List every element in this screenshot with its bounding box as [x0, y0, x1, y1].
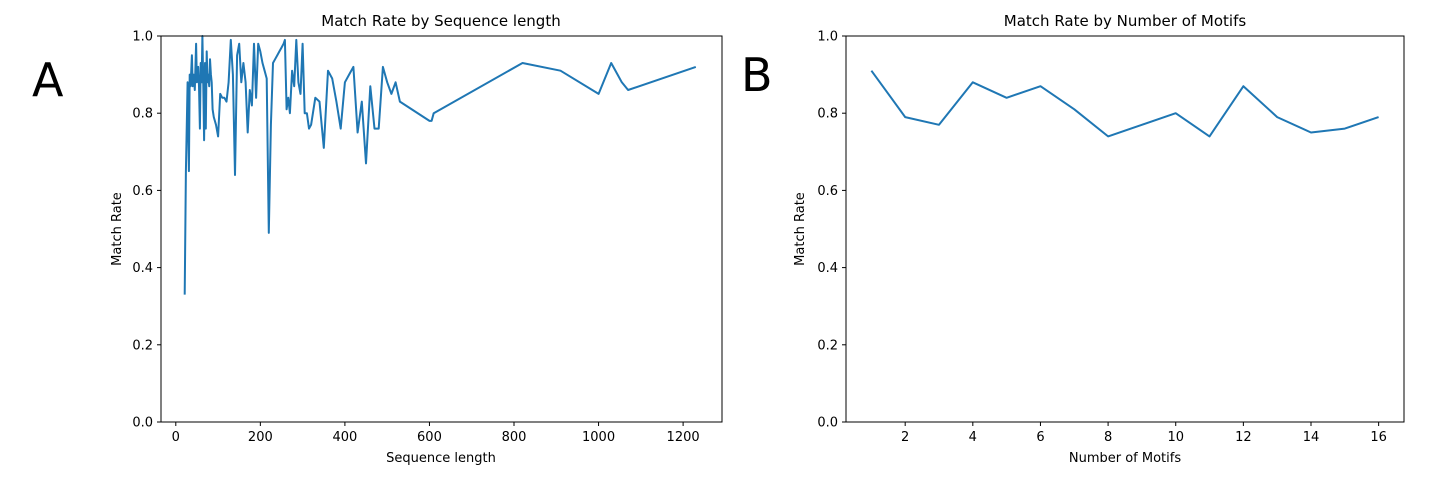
panel-b-xtick-label: 16 — [1370, 430, 1387, 445]
panel-a-letter: A — [32, 53, 64, 107]
panel-b-xtick-label: 12 — [1235, 430, 1252, 445]
panel-b-ytick-label: 0.2 — [817, 338, 838, 353]
panel-b-ticks: 2 4 6 8 10 12 14 16 0.0 0.2 0.4 0.6 0.8 1.0 — [817, 30, 1387, 446]
panel-a-ylabel: Match Rate — [110, 192, 125, 266]
panel-b-series-line — [870, 70, 1379, 138]
panel-a-xlabel: Sequence length — [386, 451, 496, 466]
panel-a-title: Match Rate by Sequence length — [321, 12, 560, 30]
panel-b-xtick-label: 4 — [969, 430, 977, 445]
panel-a-xtick-label: 1200 — [667, 430, 700, 445]
panel-a-ytick-label: 0.0 — [132, 416, 153, 431]
panel-b-ylabel: Match Rate — [793, 192, 808, 266]
panel-a-ytick-label: 0.4 — [132, 261, 153, 276]
panel-a-xtick-label: 600 — [417, 430, 442, 445]
panel-a-xtick-label: 0 — [172, 430, 180, 445]
panel-a-line-series — [183, 35, 697, 295]
panel-a-axes-frame — [160, 35, 723, 423]
panel-a-xtick-label: 200 — [248, 430, 273, 445]
panel-b-ytick-label: 1.0 — [817, 30, 838, 45]
panel-a-xtick-label: 800 — [502, 430, 527, 445]
panel-b-xlabel: Number of Motifs — [1069, 451, 1181, 466]
panel-a-ytick-label: 0.8 — [132, 107, 153, 122]
panel-b-xtick-label: 8 — [1104, 430, 1112, 445]
panel-b-ytick-label: 0.8 — [817, 107, 838, 122]
panel-a-ytick-label: 0.6 — [132, 184, 153, 199]
panel-a: A Match Rate by Sequence length Sequence… — [32, 12, 723, 466]
panel-b-xtick-label: 6 — [1036, 430, 1044, 445]
panel-b-axes-frame — [845, 35, 1405, 423]
panel-b: B Match Rate by Number of Motifs Number … — [741, 12, 1405, 466]
panel-b-title: Match Rate by Number of Motifs — [1004, 12, 1247, 30]
panel-a-xtick-label: 1000 — [582, 430, 615, 445]
panel-a-ticks: 0 200 400 600 800 1000 1200 0.0 0.2 0.4 0.6 0.8 1.0 — [132, 30, 699, 446]
panel-a-series-line — [183, 35, 697, 295]
panel-b-letter: B — [741, 48, 773, 102]
panel-b-ytick-label: 0.4 — [817, 261, 838, 276]
panel-b-xtick-label: 14 — [1303, 430, 1320, 445]
panel-b-xtick-label: 2 — [901, 430, 909, 445]
panel-a-xtick-label: 400 — [332, 430, 357, 445]
panel-b-line-series — [870, 70, 1379, 138]
panel-a-ytick-label: 0.2 — [132, 338, 153, 353]
panel-a-ytick-label: 1.0 — [132, 30, 153, 45]
panel-b-ytick-label: 0.0 — [817, 416, 838, 431]
panel-b-xtick-label: 10 — [1167, 430, 1184, 445]
panel-b-ytick-label: 0.6 — [817, 184, 838, 199]
